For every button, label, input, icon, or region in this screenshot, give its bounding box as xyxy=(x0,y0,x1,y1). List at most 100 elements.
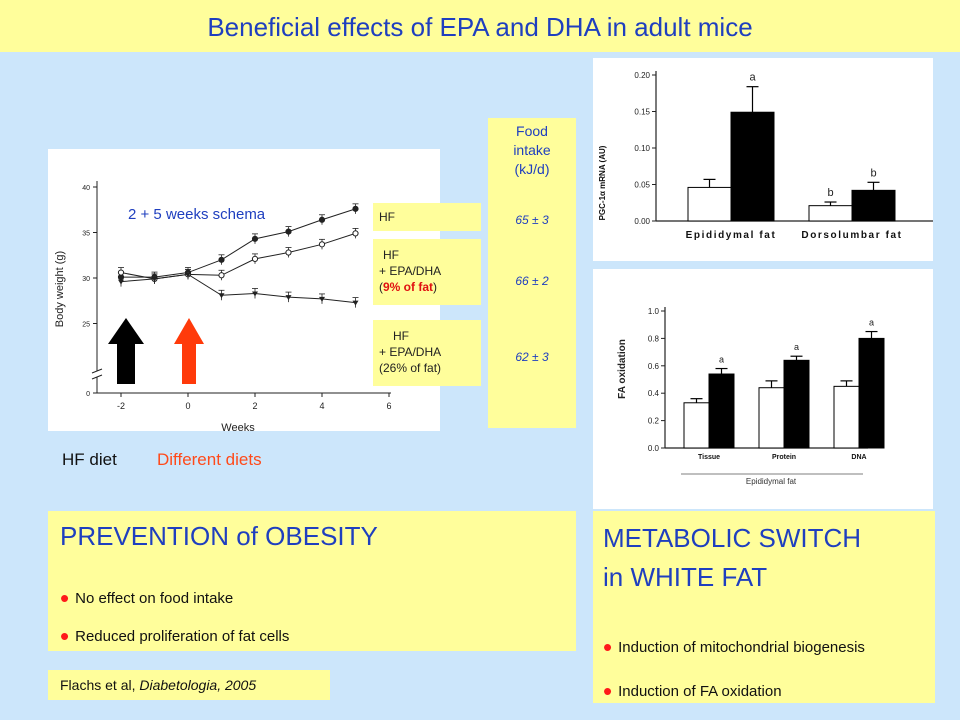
metabolic-title-2: in WHITE FAT xyxy=(603,562,768,592)
bar-treated xyxy=(783,359,810,449)
bar-treated xyxy=(858,337,885,449)
prevention-bullet-1-text: No effect on food intake xyxy=(75,590,234,607)
data-point xyxy=(218,293,225,299)
group-epa26-box: HF + EPA/DHA (26% of fat) xyxy=(373,320,481,386)
data-point xyxy=(118,279,124,285)
y-tick-label: 0.10 xyxy=(634,144,650,153)
data-point xyxy=(218,256,225,263)
bar-control xyxy=(758,387,785,449)
y-tick-label: 0.20 xyxy=(634,71,650,80)
citation-journal: Diabetologia, 2005 xyxy=(139,677,257,693)
y-tick-label: 0.05 xyxy=(634,181,650,190)
y-tick-label: 1.0 xyxy=(648,307,660,316)
bullet-dot: • xyxy=(60,583,70,613)
y-tick-label: 0.8 xyxy=(648,334,660,343)
pgc-ylabel: PGC-1α mRNA (AU) xyxy=(598,145,607,220)
x-tick-label: 6 xyxy=(386,401,391,411)
significance-label: a xyxy=(749,72,756,84)
prevention-title: PREVENTION of OBESITY xyxy=(60,521,378,551)
metabolic-title-1: METABOLIC SWITCH xyxy=(603,523,862,553)
weight-xlabel: Weeks xyxy=(221,422,255,431)
significance-label: a xyxy=(869,318,874,328)
pgc-chart: PGC-1α mRNA (AU) 0.20 0.15 0.10 0.05 0.00 a Ep… xyxy=(598,71,933,241)
group-hf-box: HF xyxy=(373,203,481,231)
prevention-bullet-1: • No effect on food intake xyxy=(60,579,234,613)
data-point xyxy=(151,276,158,282)
y-tick-label: 40 xyxy=(82,185,90,192)
data-point xyxy=(117,269,125,276)
bullet-dot: • xyxy=(60,621,70,651)
pgc-chart-panel: PGC-1α mRNA (AU) 0.20 0.15 0.10 0.05 0.00 a Ep… xyxy=(593,58,933,261)
citation: Flachs et al, Diabetologia, 2005 xyxy=(60,677,256,693)
food-label-2: intake xyxy=(513,142,551,158)
x-tick-label: 2 xyxy=(252,401,257,411)
metabolic-bullet-2: • Induction of FA oxidation xyxy=(603,672,782,706)
group-epa9-hf: HF xyxy=(383,248,399,262)
data-point xyxy=(352,205,359,212)
data-point xyxy=(285,249,292,256)
food-intake-box: Food intake (kJ/d) 65 ± 3 66 ± 2 62 ± 3 xyxy=(488,118,576,428)
prevention-box: PREVENTION of OBESITY • No effect on food… xyxy=(48,511,576,651)
significance-label: b xyxy=(870,167,876,179)
x-tick-label: 4 xyxy=(319,401,324,411)
different-diets-label: Different diets xyxy=(157,450,262,469)
food-value-epa26: 62 ± 3 xyxy=(515,350,549,364)
data-point xyxy=(318,216,326,223)
data-point xyxy=(352,300,359,306)
data-point xyxy=(251,255,259,262)
prevention-bullet-2-text: Reduced proliferation of fat cells xyxy=(75,628,290,645)
data-point xyxy=(352,230,359,237)
data-point xyxy=(318,241,326,248)
significance-label: a xyxy=(719,355,724,365)
y-tick-label: 25 xyxy=(82,322,90,329)
x-category-label: Tissue xyxy=(698,454,720,461)
group-hf-label: HF xyxy=(379,210,395,224)
significance-label: a xyxy=(794,342,799,352)
group-epa9-pct: 9% of fat xyxy=(383,280,434,294)
fa-ylabel: FA oxidation xyxy=(617,339,628,399)
metabolic-box: METABOLIC SWITCH in WHITE FAT • Induction… xyxy=(593,511,935,706)
axis-break xyxy=(91,374,103,380)
diet-change-arrow xyxy=(174,318,204,384)
data-point xyxy=(252,291,258,297)
data-point xyxy=(251,235,259,242)
bar-control xyxy=(687,186,732,222)
axis-break xyxy=(91,368,103,374)
data-point xyxy=(285,295,292,301)
fa-chart-panel: FA oxidation Epididymal fat 1.0 0.8 0.6 0.4… xyxy=(593,269,933,509)
metabolic-bullet-1: • Induction of mitochondrial biogenesis xyxy=(603,628,865,662)
page-title: Beneficial effects of EPA and DHA in adu… xyxy=(207,12,753,42)
data-point xyxy=(285,228,292,235)
x-tick-label: -2 xyxy=(117,401,125,411)
citation-box: Flachs et al, Diabetologia, 2005 xyxy=(48,670,330,700)
x-category-label: Protein xyxy=(772,454,796,461)
bar-treated xyxy=(851,189,896,222)
y-tick-label: 0 xyxy=(86,391,90,398)
weight-ylabel: Body weight (g) xyxy=(54,251,66,327)
bar-control xyxy=(833,385,860,449)
hf-diet-label: HF diet xyxy=(62,450,117,469)
hf-diet-arrow xyxy=(108,318,144,384)
metabolic-bullet-2-text: Induction of FA oxidation xyxy=(618,683,782,700)
bullet-dot: • xyxy=(603,676,613,706)
x-category-label: DNA xyxy=(851,454,866,461)
bullet-dot: • xyxy=(603,632,613,662)
x-tick-label: 0 xyxy=(185,401,190,411)
bar-control xyxy=(808,205,853,222)
group-epa26-pct: (26% of fat) xyxy=(379,361,442,375)
group-epa9-box: HF + EPA/DHA (9% of fat) xyxy=(373,239,481,305)
bar-treated xyxy=(730,111,775,222)
significance-label: b xyxy=(827,187,833,199)
x-category-label: Dorsolumbar fat xyxy=(801,230,902,241)
food-value-epa9: 66 ± 2 xyxy=(515,274,549,288)
citation-authors: Flachs et al, xyxy=(60,677,140,693)
y-tick-label: 0.4 xyxy=(648,389,660,398)
food-label-1: Food xyxy=(516,123,548,139)
fa-chart: FA oxidation Epididymal fat 1.0 0.8 0.6 0.4… xyxy=(617,307,885,486)
metabolic-bullet-1-text: Induction of mitochondrial biogenesis xyxy=(618,639,865,656)
group-epa26-hf: HF xyxy=(393,329,409,343)
schema-label: 2 + 5 weeks schema xyxy=(128,206,266,223)
y-tick-label: 30 xyxy=(82,276,90,283)
title-bar: Beneficial effects of EPA and DHA in adu… xyxy=(0,0,960,52)
x-category-label: Epididymal fat xyxy=(686,230,777,241)
